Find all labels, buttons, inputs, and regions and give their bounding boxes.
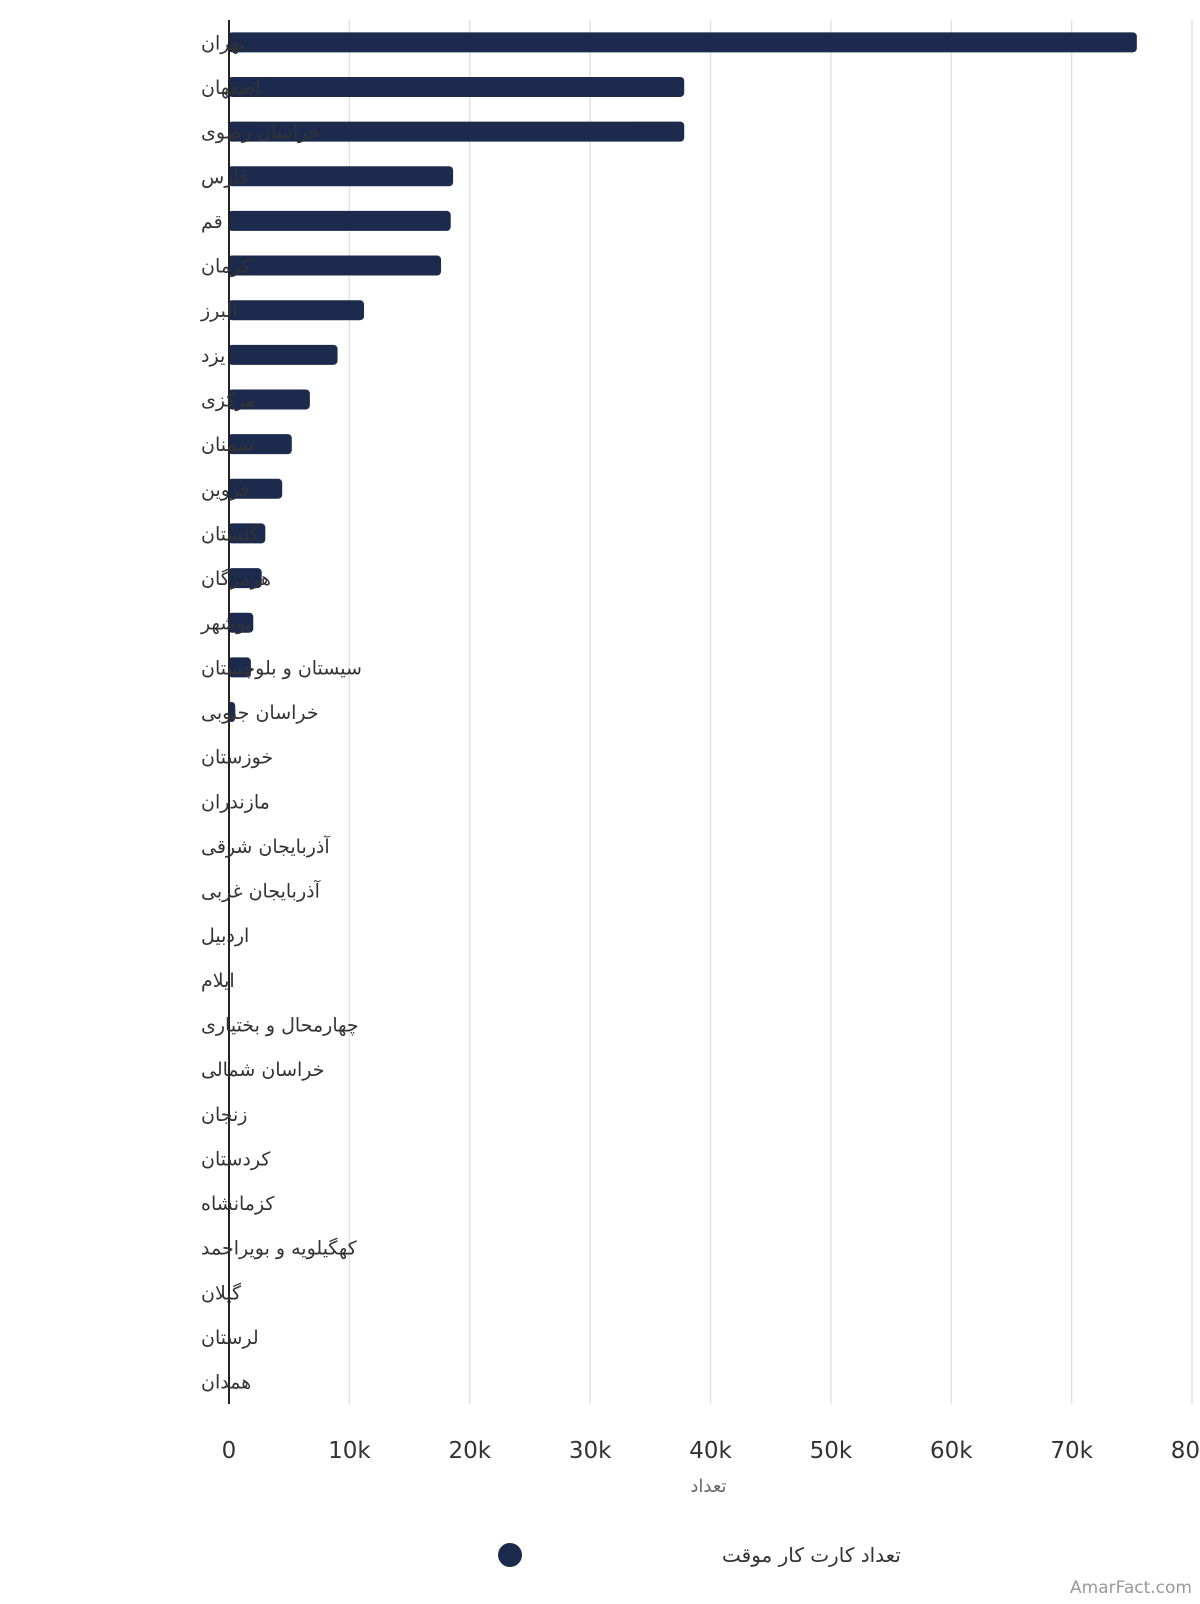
bar[interactable] — [228, 657, 251, 678]
category-label: البرز — [200, 300, 237, 322]
category-label: ایلام — [201, 970, 235, 992]
bars — [228, 32, 1137, 722]
bar[interactable] — [228, 32, 1137, 53]
bar[interactable] — [228, 300, 365, 321]
category-label: چهارمحال و بختیاری — [201, 1015, 359, 1037]
category-label: بوشهر — [200, 613, 251, 635]
bar[interactable] — [228, 255, 442, 276]
category-label: گیلان — [201, 1281, 242, 1304]
x-axis-ticks: 0 10k 20k 30k 40k 50k 60k 70k 80k — [222, 1438, 1200, 1464]
x-tick-label: 0 — [222, 1438, 237, 1464]
bar[interactable] — [228, 612, 254, 633]
bar[interactable] — [228, 568, 262, 589]
category-label: اصفهان — [201, 77, 261, 99]
category-label: زنجان — [201, 1104, 247, 1126]
x-tick-label: 60k — [930, 1438, 973, 1464]
x-tick-label: 40k — [689, 1438, 732, 1464]
category-label: همدان — [201, 1372, 251, 1394]
category-label: سیستان و بلوچستان — [201, 657, 362, 679]
category-label: مرکزی — [201, 389, 256, 411]
category-label: قزوین — [201, 479, 250, 501]
category-label: خراسان شمالی — [201, 1059, 325, 1081]
category-label: خوزستان — [201, 747, 273, 769]
bar[interactable] — [228, 344, 338, 365]
category-label: سمنان — [201, 434, 253, 456]
x-tick-label: 20k — [448, 1438, 491, 1464]
bar[interactable] — [228, 478, 283, 499]
x-tick-label: 80k — [1171, 1438, 1200, 1464]
x-tick-label: 10k — [328, 1438, 371, 1464]
category-label: یزد — [201, 345, 225, 367]
category-label: کهگیلویه و بویراحمد — [201, 1237, 358, 1260]
bar[interactable] — [228, 166, 454, 187]
x-axis-title: تعداد — [690, 1476, 726, 1497]
category-label: مازندران — [201, 791, 270, 813]
bar[interactable] — [228, 434, 292, 455]
category-label: آذربایجان شرقی — [201, 834, 330, 858]
x-tick-label: 30k — [569, 1438, 612, 1464]
category-label: اردبیل — [201, 925, 249, 947]
bar[interactable] — [228, 389, 310, 410]
bar[interactable] — [228, 76, 685, 97]
category-label: کردستان — [201, 1148, 271, 1170]
category-label: هرمزگان — [201, 567, 271, 590]
category-labels: تهران اصفهان خراسان رضوی فارس قم کرمان البرز یز… — [200, 32, 362, 1393]
legend-label: تعداد کارت کار موقت — [722, 1543, 901, 1567]
bar[interactable] — [228, 210, 451, 231]
legend-marker-icon — [498, 1543, 522, 1567]
bar[interactable] — [228, 523, 266, 544]
category-label: گلستان — [201, 522, 260, 545]
x-tick-label: 50k — [810, 1438, 853, 1464]
category-label: قم — [201, 211, 223, 233]
x-tick-label: 70k — [1050, 1438, 1093, 1464]
category-label: کزمانشاه — [201, 1193, 275, 1215]
legend[interactable]: تعداد کارت کار موقت — [498, 1543, 901, 1567]
category-label: خراسان رضوی — [201, 122, 320, 144]
gridlines — [348, 20, 1193, 1404]
category-label: آذربایجان غربی — [201, 879, 321, 903]
category-label: لرستان — [201, 1327, 259, 1349]
credit-link[interactable]: AmarFact.com — [1070, 1578, 1192, 1598]
bar[interactable] — [228, 121, 685, 142]
category-label: تهران — [201, 32, 245, 54]
category-label: کرمان — [201, 256, 251, 278]
category-label: فارس — [201, 166, 248, 188]
category-label: خراسان جنوبی — [201, 702, 319, 724]
